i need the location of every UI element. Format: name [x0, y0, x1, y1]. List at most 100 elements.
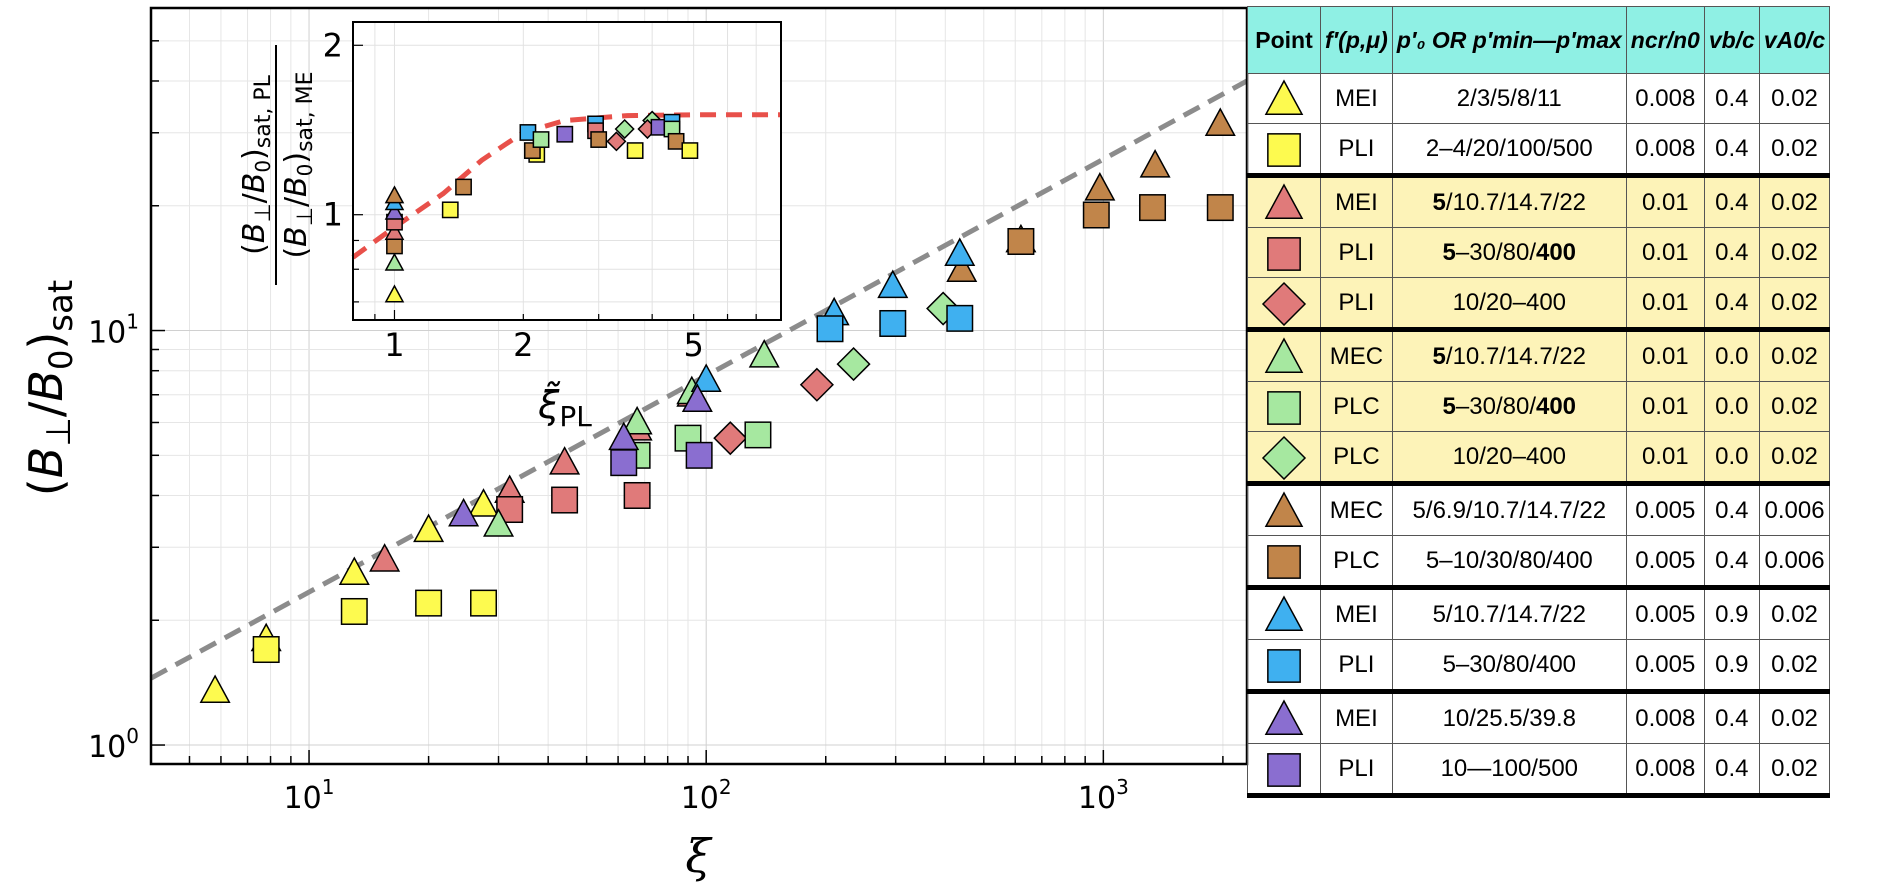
data-point-diamond [799, 367, 834, 402]
legend-fprime: MEI [1320, 173, 1393, 228]
legend-p-rest: 2/3/5/8/11 [1456, 84, 1562, 112]
header-p-range: p′₀ OR p′min—p′max [1391, 6, 1627, 74]
legend-marker-triangle [1264, 594, 1304, 631]
data-point-square [1082, 201, 1110, 229]
inset-data-point-square [667, 132, 685, 150]
x-axis-label: ξ [685, 829, 713, 883]
legend-row: PLC 5–10/30/80/400 0.005 0.4 0.006 [1247, 535, 1831, 588]
legend-vb: 0.9 [1703, 639, 1760, 692]
legend-row: PLI 5–30/80/400 0.01 0.4 0.02 [1247, 227, 1831, 278]
inset-data-point-diamond [606, 131, 627, 152]
data-point-triangle [483, 508, 515, 537]
legend-p-range: 2–4/20/100/500 [1391, 123, 1627, 176]
legend-marker-cell [1247, 277, 1321, 330]
legend-marker-shape [1264, 698, 1304, 735]
inset-axis-ticks: 1 2 5 1 2 [323, 26, 782, 364]
legend-p-rest: 5–10/30/80/400 [1425, 546, 1593, 574]
inset-ylabel-denominator: (B⊥/B0)sat, ME [279, 71, 318, 258]
y-tick-label: 101 [88, 310, 139, 351]
legend-marker-triangle [1264, 182, 1304, 219]
header-ncr: ncr/n0 [1625, 6, 1705, 74]
legend-ncr: 0.005 [1625, 481, 1705, 536]
legend-vb: 0.4 [1703, 123, 1760, 176]
inset-data-point-square [455, 178, 472, 196]
legend-p-rest: 5/6.9/10.7/14.7/22 [1412, 496, 1607, 524]
legend-row: MEI 5/10.7/14.7/22 0.005 0.9 0.02 [1247, 585, 1831, 640]
legend-p-range: 2/3/5/8/11 [1391, 73, 1627, 124]
legend-p-range: 5/10.7/14.7/22 [1391, 327, 1627, 382]
legend-p-rest: /10.7/14.7/22 [1445, 188, 1587, 216]
legend-marker-cell [1247, 123, 1321, 176]
inset-data-point-square [681, 142, 699, 159]
legend-ncr: 0.01 [1625, 227, 1705, 278]
inset-ylabel-numerator: (B⊥/B0)sat, PL [237, 74, 276, 254]
legend-marker-cell [1247, 689, 1321, 744]
legend-fprime: MEI [1320, 689, 1393, 744]
data-point-square [610, 449, 638, 477]
data-point-triangle [468, 488, 500, 517]
data-point-triangle [448, 497, 480, 527]
legend-marker-cell [1247, 743, 1321, 798]
inset-y-tick-label: 2 [323, 26, 343, 64]
legend-p-range: 10/25.5/39.8 [1391, 689, 1627, 744]
legend-fprime: PLI [1320, 277, 1393, 330]
legend-fprime: PLC [1320, 535, 1393, 588]
legend-marker-square [1267, 648, 1301, 683]
legend-va: 0.02 [1758, 73, 1831, 124]
legend-vb: 0.4 [1703, 535, 1760, 588]
legend-marker-cell [1247, 227, 1321, 278]
legend-marker-cell [1247, 535, 1321, 588]
data-point-square [623, 481, 651, 509]
legend-va: 0.02 [1758, 431, 1831, 484]
legend-marker-square [1267, 544, 1301, 579]
legend-marker-cell [1247, 431, 1321, 484]
legend-ncr: 0.008 [1625, 123, 1705, 176]
legend-va: 0.02 [1758, 173, 1831, 228]
x-tick-label: 101 [284, 775, 335, 816]
legend-row: PLI 2–4/20/100/500 0.008 0.4 0.02 [1247, 123, 1831, 176]
legend-p-range: 5/10.7/14.7/22 [1391, 173, 1627, 228]
legend-marker-shape [1264, 182, 1304, 219]
legend-row: MEC 5/6.9/10.7/14.7/22 0.005 0.4 0.006 [1247, 481, 1831, 536]
legend-marker-triangle [1264, 336, 1304, 373]
legend-va: 0.02 [1758, 743, 1831, 798]
legend-p-rest: 10/25.5/39.8 [1442, 704, 1577, 732]
legend-marker-diamond [1261, 281, 1307, 326]
legend-ncr: 0.01 [1625, 173, 1705, 228]
x-tick-label: 102 [681, 775, 732, 816]
data-point-square [685, 441, 713, 469]
legend-p-range: 10/20–400 [1391, 277, 1627, 330]
data-point-triangle [413, 513, 445, 543]
legend-fprime: MEI [1320, 585, 1393, 640]
legend-fprime: PLI [1320, 227, 1393, 278]
y-axis-label: (B⊥/B0)sat [19, 280, 81, 496]
legend-p-bold: 5 [1432, 342, 1446, 370]
legend-marker-diamond [1261, 435, 1307, 480]
legend-vb: 0.4 [1703, 277, 1760, 330]
legend-fprime: MEC [1320, 481, 1393, 536]
legend-marker-square [1267, 752, 1301, 787]
legend-p-bold: 400 [1535, 238, 1577, 266]
legend-marker-shape [1267, 132, 1301, 167]
data-point-square [340, 597, 368, 625]
legend-va: 0.02 [1758, 585, 1831, 640]
legend-p-range: 5–10/30/80/400 [1391, 535, 1627, 588]
legend-vb: 0.4 [1703, 689, 1760, 744]
legend-marker-shape [1264, 490, 1304, 527]
legend-row: MEI 10/25.5/39.8 0.008 0.4 0.02 [1247, 689, 1831, 744]
legend-ncr: 0.01 [1625, 381, 1705, 432]
legend-p-bold: 5 [1442, 238, 1456, 266]
data-point-triangle [338, 556, 370, 586]
inset-x-tick-label: 5 [683, 326, 703, 364]
legend-vb: 0.0 [1703, 327, 1760, 382]
data-point-square [252, 636, 280, 664]
legend-fprime: PLC [1320, 431, 1393, 484]
legend-ncr: 0.01 [1625, 431, 1705, 484]
legend-marker-shape [1261, 435, 1307, 480]
inset-x-axis-label: ξ̃PL [537, 382, 592, 433]
data-point-diamond [836, 347, 871, 382]
legend-ncr: 0.01 [1625, 327, 1705, 382]
legend-marker-cell [1247, 327, 1321, 382]
inset-data-point-square [626, 142, 644, 159]
legend-marker-shape [1261, 281, 1307, 326]
